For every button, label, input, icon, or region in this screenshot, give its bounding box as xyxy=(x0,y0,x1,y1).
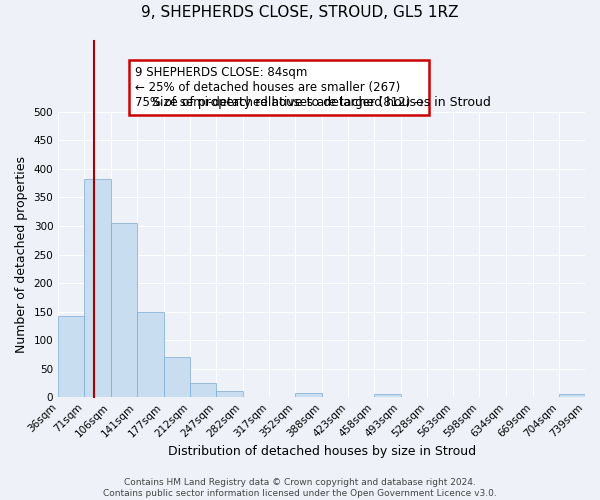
Bar xyxy=(374,394,401,397)
X-axis label: Distribution of detached houses by size in Stroud: Distribution of detached houses by size … xyxy=(167,444,476,458)
Bar xyxy=(164,358,190,397)
Title: Size of property relative to detached houses in Stroud: Size of property relative to detached ho… xyxy=(152,96,491,110)
Text: 9, SHEPHERDS CLOSE, STROUD, GL5 1RZ: 9, SHEPHERDS CLOSE, STROUD, GL5 1RZ xyxy=(141,5,459,20)
Bar xyxy=(190,383,216,397)
Text: Contains HM Land Registry data © Crown copyright and database right 2024.
Contai: Contains HM Land Registry data © Crown c… xyxy=(103,478,497,498)
Bar xyxy=(58,316,85,397)
Text: 9 SHEPHERDS CLOSE: 84sqm
← 25% of detached houses are smaller (267)
75% of semi-: 9 SHEPHERDS CLOSE: 84sqm ← 25% of detach… xyxy=(134,66,424,109)
Bar xyxy=(85,178,110,397)
Bar xyxy=(137,312,164,397)
Bar xyxy=(295,392,322,397)
Bar xyxy=(110,223,137,397)
Y-axis label: Number of detached properties: Number of detached properties xyxy=(15,156,28,353)
Bar xyxy=(216,391,242,397)
Bar xyxy=(559,394,585,397)
